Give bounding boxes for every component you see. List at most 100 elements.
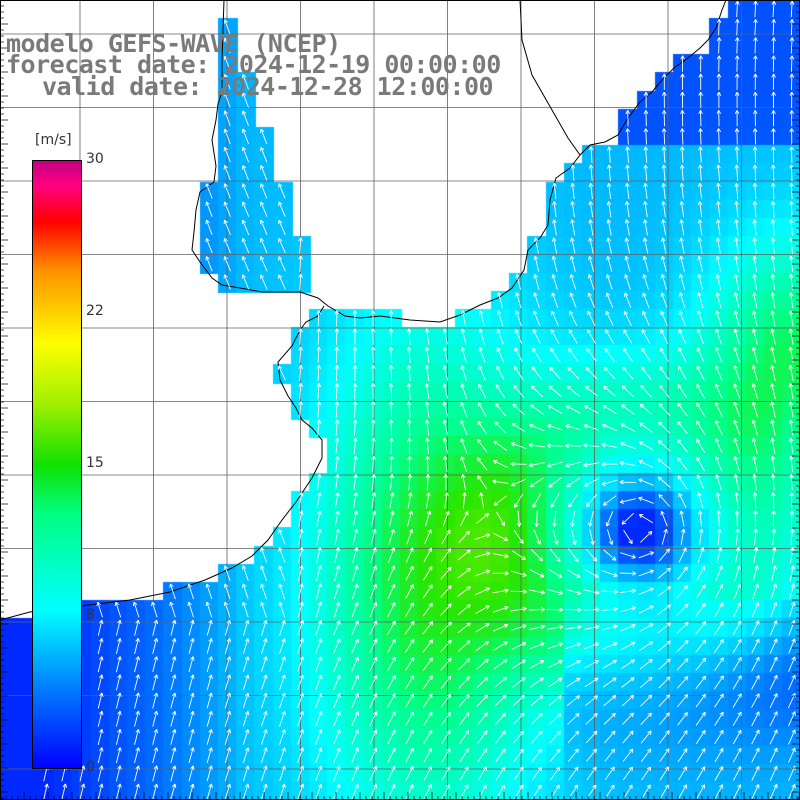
wind-arrow (583, 443, 600, 448)
wind-arrow (734, 510, 740, 527)
wind-arrow (532, 347, 542, 362)
wind-arrow (533, 292, 540, 309)
wind-arrow (620, 442, 636, 450)
wind-arrow (370, 419, 376, 436)
wind-arrow (316, 401, 322, 418)
wind-arrow (552, 201, 557, 218)
wind-arrow (459, 730, 470, 744)
wind-arrow (751, 638, 760, 654)
wind-arrow (714, 401, 723, 417)
wind-arrow (242, 674, 250, 691)
wind-arrow (583, 607, 600, 612)
wind-arrow (352, 383, 358, 400)
wind-arrow (115, 692, 122, 709)
wind-arrow (533, 274, 540, 290)
wind-arrow (170, 692, 177, 709)
wind-arrow (475, 513, 490, 525)
wind-arrow (316, 383, 322, 400)
wind-arrow (788, 255, 794, 272)
wind-arrow (495, 384, 506, 399)
wind-arrow (604, 748, 616, 762)
wind-arrow (642, 219, 648, 236)
wind-arrow (278, 547, 286, 563)
wind-arrow (753, 37, 758, 54)
wind-arrow (442, 455, 448, 473)
wind-arrow (259, 237, 268, 254)
wind-arrow (388, 547, 396, 563)
wind-arrow (734, 219, 739, 236)
wind-arrow (570, 510, 576, 527)
wind-arrow (351, 747, 359, 763)
wind-arrow (643, 146, 649, 163)
wind-arrow (552, 182, 557, 200)
wind-arrow (624, 201, 630, 218)
wind-arrow (770, 164, 776, 181)
wind-arrow (548, 712, 562, 725)
wind-arrow (735, 19, 740, 36)
wind-arrow (298, 237, 303, 254)
wind-arrow (493, 532, 508, 542)
wind-arrow (334, 419, 340, 436)
wind-arrow (789, 182, 794, 200)
wind-arrow (298, 328, 303, 345)
wind-arrow (566, 477, 581, 488)
wind-arrow (259, 256, 268, 272)
wind-arrow (242, 747, 250, 764)
wind-arrow (515, 273, 522, 291)
wind-arrow (386, 620, 396, 636)
wind-arrow (789, 583, 796, 600)
wind-arrow (714, 693, 724, 708)
wind-arrow (475, 658, 489, 670)
wind-arrow (152, 710, 159, 727)
wind-arrow (115, 783, 122, 800)
wind-arrow (548, 477, 562, 488)
wind-arrow (495, 402, 506, 417)
wind-arrow (97, 656, 104, 673)
wind-arrow (589, 528, 595, 546)
wind-arrow (511, 550, 526, 560)
wind-arrow (370, 510, 377, 527)
wind-arrow (770, 328, 776, 345)
wind-arrow (170, 619, 177, 636)
wind-arrow (642, 255, 649, 272)
wind-arrow (547, 642, 564, 650)
wind-arrow (585, 494, 598, 508)
wind-arrow (528, 442, 545, 448)
wind-arrow (678, 347, 687, 363)
wind-arrow (733, 401, 741, 418)
wind-arrow (567, 712, 580, 725)
wind-arrow (460, 474, 467, 491)
colorbar-tick: 30 (86, 151, 104, 167)
wind-arrow (442, 401, 449, 418)
wind-arrow (695, 657, 707, 671)
wind-arrow (333, 783, 341, 800)
wind-arrow (640, 384, 652, 398)
wind-arrow (424, 364, 430, 382)
wind-arrow (223, 274, 231, 290)
wind-arrow (657, 458, 671, 470)
wind-arrow (734, 492, 739, 509)
wind-arrow (639, 530, 653, 543)
wind-arrow (734, 91, 740, 109)
wind-arrow (115, 656, 122, 673)
wind-arrow (439, 621, 452, 634)
wind-arrow (640, 366, 652, 380)
wind-arrow (753, 19, 758, 36)
wind-arrow (261, 619, 268, 636)
wind-arrow (353, 474, 358, 491)
wind-arrow (224, 765, 232, 782)
wind-arrow (387, 711, 396, 727)
wind-arrow (205, 237, 213, 254)
wind-arrow (621, 677, 635, 688)
wind-arrow (495, 730, 506, 744)
wind-arrow (733, 365, 741, 381)
wind-arrow (679, 146, 685, 163)
wind-arrow (625, 164, 630, 181)
wind-arrow (695, 675, 707, 690)
wind-arrow (298, 528, 304, 545)
wind-arrow (188, 656, 195, 673)
wind-arrow (352, 510, 359, 527)
wind-arrow (567, 730, 580, 744)
wind-arrow (387, 784, 396, 800)
wind-arrow (351, 729, 359, 745)
